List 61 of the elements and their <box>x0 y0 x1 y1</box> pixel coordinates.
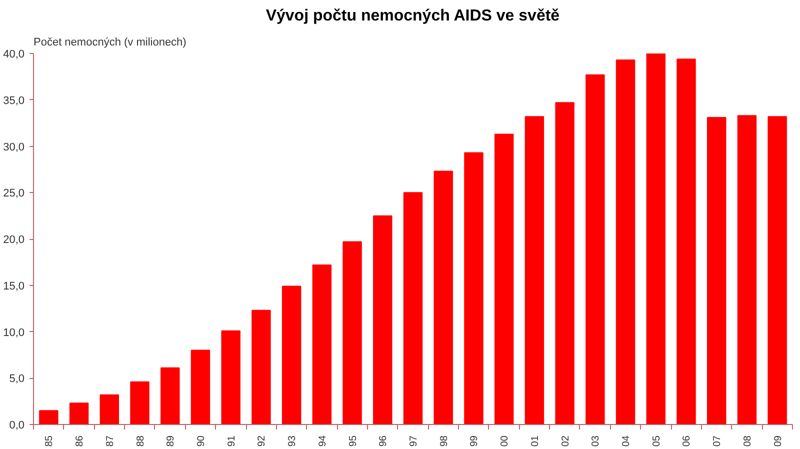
bar <box>403 192 423 424</box>
x-tick-label: 98 <box>438 435 450 447</box>
y-tick-label: 15,0 <box>3 280 25 292</box>
x-tick-label: 06 <box>682 435 693 447</box>
y-tick-label: 25,0 <box>3 188 25 200</box>
x-tick-label: 93 <box>287 435 298 447</box>
x-tick-label: 92 <box>256 435 268 447</box>
y-tick-label: 35,0 <box>3 94 25 107</box>
x-tick-label: 94 <box>317 435 328 447</box>
x-tick-label: 09 <box>772 435 784 447</box>
bar <box>190 350 210 424</box>
x-tick-label: 02 <box>560 435 572 447</box>
x-tick-label: 03 <box>590 435 602 447</box>
bar <box>312 264 332 424</box>
x-tick-label: 88 <box>135 435 146 447</box>
x-tick-label: 97 <box>408 435 420 447</box>
bar <box>706 116 726 424</box>
x-tick-label: 85 <box>44 435 56 447</box>
y-tick-label: 10,0 <box>3 326 25 339</box>
y-tick-label: 5,0 <box>9 373 25 386</box>
bar <box>373 215 392 424</box>
bar <box>39 410 58 424</box>
bar <box>221 330 240 424</box>
bar <box>434 170 453 424</box>
y-tick-label: 30,0 <box>3 141 25 154</box>
x-tick-label: 00 <box>500 435 511 447</box>
x-tick-label: 89 <box>166 435 177 447</box>
bar <box>646 54 666 424</box>
bar <box>676 58 696 424</box>
x-tick-label: 01 <box>530 435 541 447</box>
x-tick-label: 91 <box>226 435 238 447</box>
y-axis-title: Počet nemocných (v milionech) <box>34 36 186 48</box>
bar <box>69 402 89 424</box>
bar <box>524 116 544 424</box>
bar <box>100 394 120 424</box>
y-tick-label: 20,0 <box>3 234 25 246</box>
x-tick-label: 96 <box>378 435 390 447</box>
x-tick-label: 04 <box>621 435 632 447</box>
bar <box>160 367 180 424</box>
bar <box>586 74 605 424</box>
x-tick-label: 87 <box>104 435 116 447</box>
x-tick-label: 08 <box>742 435 754 447</box>
bar <box>342 241 362 424</box>
chart-title: Vývoj počtu nemocných AIDS ve světě <box>266 8 560 24</box>
bar <box>768 116 787 424</box>
bar <box>282 286 302 424</box>
bar <box>130 381 150 424</box>
x-tick-label: 05 <box>651 435 662 447</box>
x-tick-label: 90 <box>196 435 207 447</box>
bar <box>494 134 514 424</box>
bar <box>737 115 757 424</box>
bar <box>464 152 484 424</box>
bar <box>252 310 271 424</box>
bar <box>555 102 574 424</box>
x-tick-label: 99 <box>469 435 480 447</box>
x-tick-label: 86 <box>74 435 86 447</box>
bar <box>616 59 636 424</box>
y-tick-label: 0,0 <box>9 420 25 432</box>
x-tick-label: 95 <box>348 435 359 447</box>
y-tick-label: 40,0 <box>3 48 25 60</box>
x-tick-label: 07 <box>712 435 724 447</box>
